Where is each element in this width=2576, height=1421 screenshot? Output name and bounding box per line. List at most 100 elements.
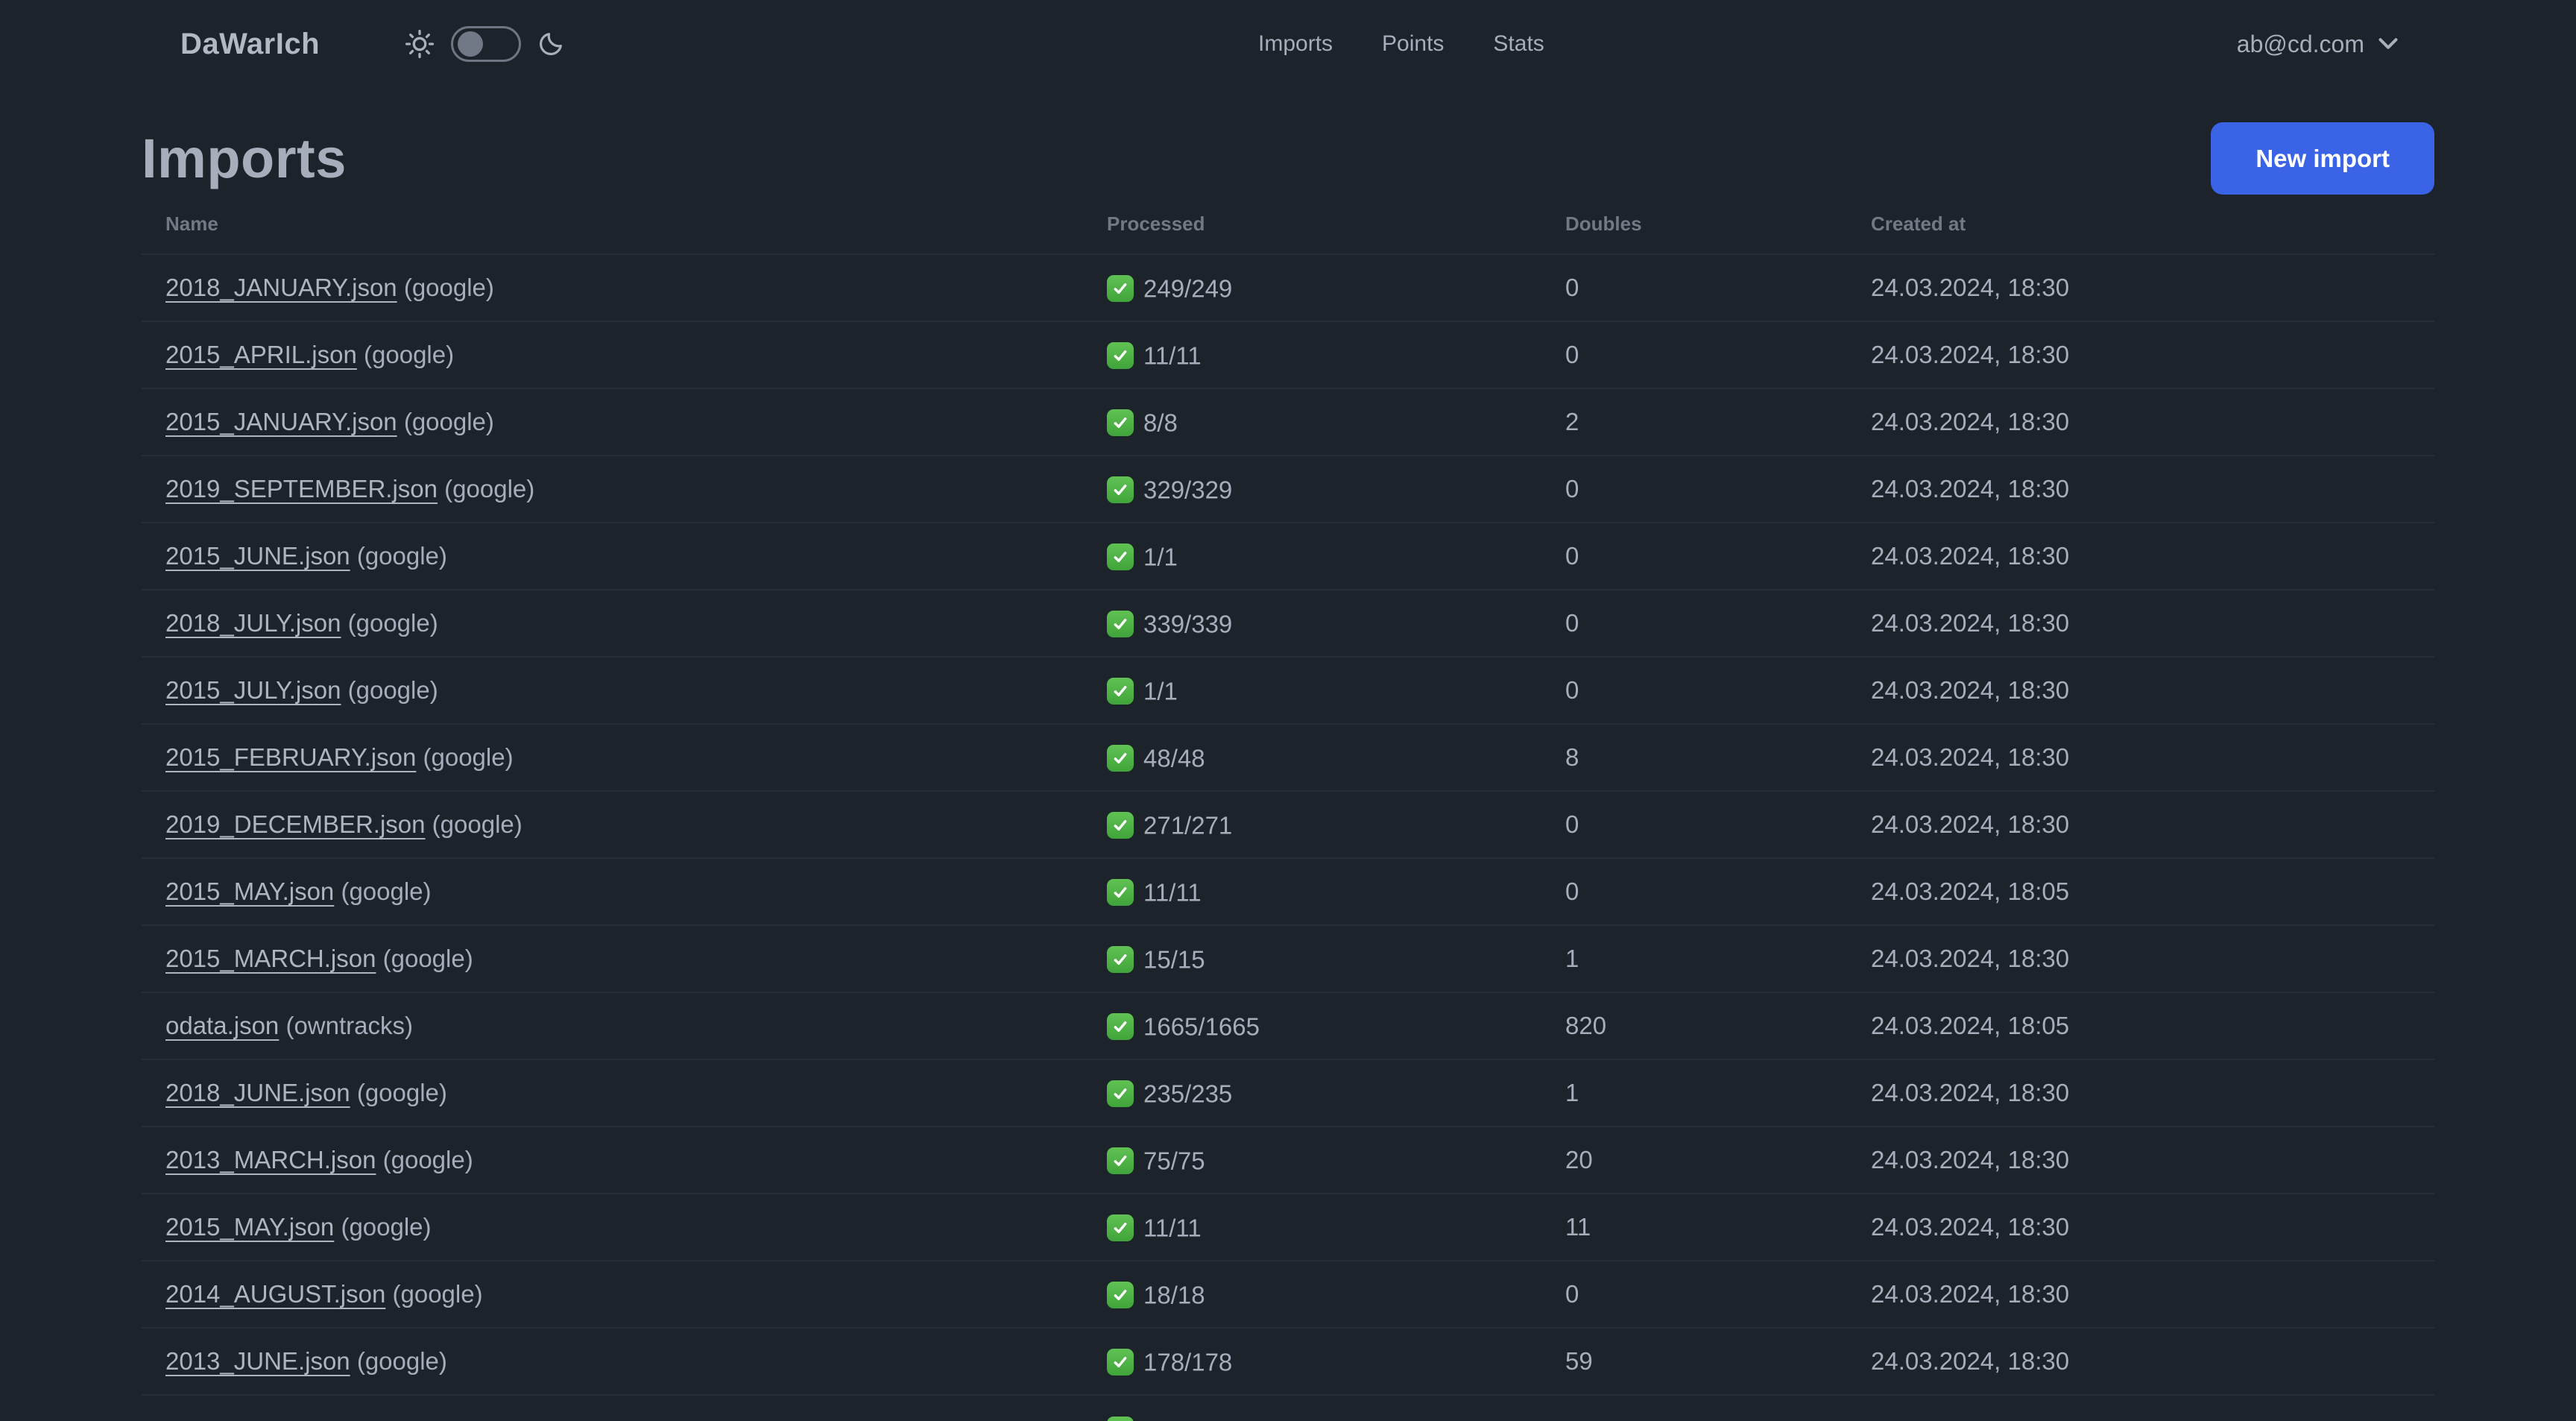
page-title: Imports bbox=[142, 127, 347, 189]
page-header: Imports New import bbox=[142, 122, 2434, 195]
imports-table: Name Processed Doubles Created at 2018_J… bbox=[142, 195, 2434, 1421]
table-row: 2015_MAY.json (google) 11/11 0 24.03.2024, … bbox=[142, 858, 2434, 926]
doubles-count: 59 bbox=[1565, 1328, 1871, 1396]
moon-icon bbox=[536, 29, 566, 59]
import-source: (google) bbox=[376, 1146, 473, 1173]
chevron-down-icon bbox=[2378, 37, 2399, 51]
import-file-link[interactable]: 2019_SEPTEMBER.json bbox=[165, 475, 438, 502]
table-row: 2018_JULY.json (google) 339/339 0 24.03.202… bbox=[142, 590, 2434, 658]
processed-count: 11/11 bbox=[1143, 878, 1202, 907]
check-icon bbox=[1107, 342, 1134, 370]
import-file-link[interactable]: 2015_FEBRUARY.json bbox=[165, 743, 417, 771]
import-file-link[interactable]: 2018_JUNE.json bbox=[165, 1079, 350, 1106]
theme-switch[interactable] bbox=[451, 26, 522, 62]
doubles-count: 1 bbox=[1565, 925, 1871, 993]
doubles-count: 11 bbox=[1565, 1194, 1871, 1261]
check-icon bbox=[1107, 745, 1134, 772]
import-file-link[interactable]: 2018_JULY.json bbox=[165, 609, 341, 637]
navbar-links: Imports Points Stats bbox=[566, 31, 2237, 57]
import-file-link[interactable]: 2013_JUNE.json bbox=[165, 1347, 350, 1375]
column-header-created-at: Created at bbox=[1871, 195, 2434, 255]
created-at: 24.03.2024, 18:30 bbox=[1871, 925, 2434, 993]
created-at: 24.03.2024, 18:30 bbox=[1871, 590, 2434, 658]
import-source: (google) bbox=[425, 810, 523, 838]
import-source: (google) bbox=[334, 878, 432, 905]
account-email: ab@cd.com bbox=[2236, 30, 2364, 57]
column-header-name: Name bbox=[142, 195, 1107, 255]
created-at: 24.03.2024, 18:30 bbox=[1871, 657, 2434, 725]
check-icon bbox=[1107, 1013, 1134, 1041]
import-file-link[interactable]: 2015_APRIL.json bbox=[165, 341, 357, 368]
created-at: 24.03.2024, 18:30 bbox=[1871, 1127, 2434, 1194]
created-at: 24.03.2024, 18:30 bbox=[1871, 1194, 2434, 1261]
check-icon bbox=[1107, 1349, 1134, 1376]
import-file-link[interactable]: 2019_DECEMBER.json bbox=[165, 810, 426, 838]
processed-count: 178/178 bbox=[1143, 1348, 1233, 1376]
import-source: (google) bbox=[376, 945, 473, 972]
import-file-link[interactable]: 2018_JANUARY.json bbox=[165, 274, 397, 301]
table-row: 2015_JUNE.json (google) 1/1 0 24.03.2024, 1… bbox=[142, 523, 2434, 590]
check-icon bbox=[1107, 476, 1134, 504]
doubles-count: 8 bbox=[1565, 724, 1871, 792]
doubles-count: 0 bbox=[1565, 456, 1871, 523]
check-icon bbox=[1107, 946, 1134, 974]
processed-count: 48/48 bbox=[1143, 744, 1205, 772]
processed-count: 11/11 bbox=[1143, 1214, 1202, 1242]
check-icon bbox=[1107, 879, 1134, 907]
processed-count: 11/11 bbox=[1143, 341, 1202, 370]
table-row-partial bbox=[142, 1395, 2434, 1421]
created-at: 24.03.2024, 18:30 bbox=[1871, 791, 2434, 859]
table-row: 2015_FEBRUARY.json (google) 48/48 8 24.03.2… bbox=[142, 724, 2434, 792]
app-logo[interactable]: DaWarIch bbox=[180, 27, 321, 60]
import-file-link[interactable]: 2015_JANUARY.json bbox=[165, 408, 397, 435]
imports-table-body: 2018_JANUARY.json (google) 249/249 0 24.03.… bbox=[142, 254, 2434, 1421]
import-source: (google) bbox=[416, 743, 514, 771]
import-source: (owntracks) bbox=[279, 1012, 413, 1039]
processed-count: 235/235 bbox=[1143, 1080, 1233, 1108]
import-file-link[interactable]: 2015_JULY.json bbox=[165, 676, 341, 704]
processed-count: 339/339 bbox=[1143, 610, 1233, 638]
check-icon bbox=[1107, 611, 1134, 638]
created-at: 24.03.2024, 18:30 bbox=[1871, 388, 2434, 456]
import-source: (google) bbox=[438, 475, 535, 502]
table-row: 2013_JUNE.json (google) 178/178 59 24.03.20… bbox=[142, 1328, 2434, 1396]
nav-link-stats[interactable]: Stats bbox=[1493, 31, 1544, 56]
created-at: 24.03.2024, 18:30 bbox=[1871, 1261, 2434, 1329]
import-source: (google) bbox=[356, 341, 455, 368]
table-row: 2015_MAY.json (google) 11/11 11 24.03.2024,… bbox=[142, 1194, 2434, 1261]
check-icon bbox=[1107, 543, 1134, 571]
doubles-count: 0 bbox=[1565, 254, 1871, 322]
created-at: 24.03.2024, 18:05 bbox=[1871, 992, 2434, 1060]
check-icon bbox=[1107, 678, 1134, 705]
processed-count: 249/249 bbox=[1143, 274, 1233, 303]
import-source: (google) bbox=[341, 609, 438, 637]
doubles-count: 820 bbox=[1565, 992, 1871, 1060]
table-row: 2018_JANUARY.json (google) 249/249 0 24.03.… bbox=[142, 254, 2434, 322]
import-file-link[interactable]: 2015_MAY.json bbox=[165, 878, 335, 905]
nav-link-points[interactable]: Points bbox=[1382, 31, 1445, 56]
processed-count: 1/1 bbox=[1143, 677, 1178, 705]
check-icon bbox=[1107, 1282, 1134, 1309]
check-icon bbox=[1107, 1147, 1134, 1175]
column-header-doubles: Doubles bbox=[1565, 195, 1871, 255]
import-file-link[interactable]: 2014_AUGUST.json bbox=[165, 1280, 386, 1308]
import-source: (google) bbox=[341, 676, 438, 704]
import-file-link[interactable]: 2015_MAY.json bbox=[165, 1213, 335, 1241]
navbar-left: DaWarIch bbox=[180, 26, 566, 62]
import-source: (google) bbox=[350, 542, 447, 570]
table-row: 2015_MARCH.json (google) 15/15 1 24.03.2024… bbox=[142, 925, 2434, 993]
new-import-button[interactable]: New import bbox=[2211, 122, 2434, 195]
nav-link-imports[interactable]: Imports bbox=[1258, 31, 1333, 56]
import-file-link[interactable]: 2015_JUNE.json bbox=[165, 542, 350, 570]
processed-count: 1665/1665 bbox=[1143, 1012, 1260, 1041]
account-menu[interactable]: ab@cd.com bbox=[2237, 31, 2399, 58]
import-source: (google) bbox=[397, 274, 494, 301]
check-icon bbox=[1107, 1080, 1134, 1108]
import-file-link[interactable]: odata.json bbox=[165, 1012, 280, 1039]
table-row: 2015_JULY.json (google) 1/1 0 24.03.2024, 1… bbox=[142, 657, 2434, 725]
import-file-link[interactable]: 2015_MARCH.json bbox=[165, 945, 376, 972]
check-icon bbox=[1107, 409, 1134, 437]
table-header-row: Name Processed Doubles Created at bbox=[142, 195, 2434, 255]
theme-switch-knob bbox=[458, 31, 484, 57]
import-file-link[interactable]: 2013_MARCH.json bbox=[165, 1146, 376, 1173]
